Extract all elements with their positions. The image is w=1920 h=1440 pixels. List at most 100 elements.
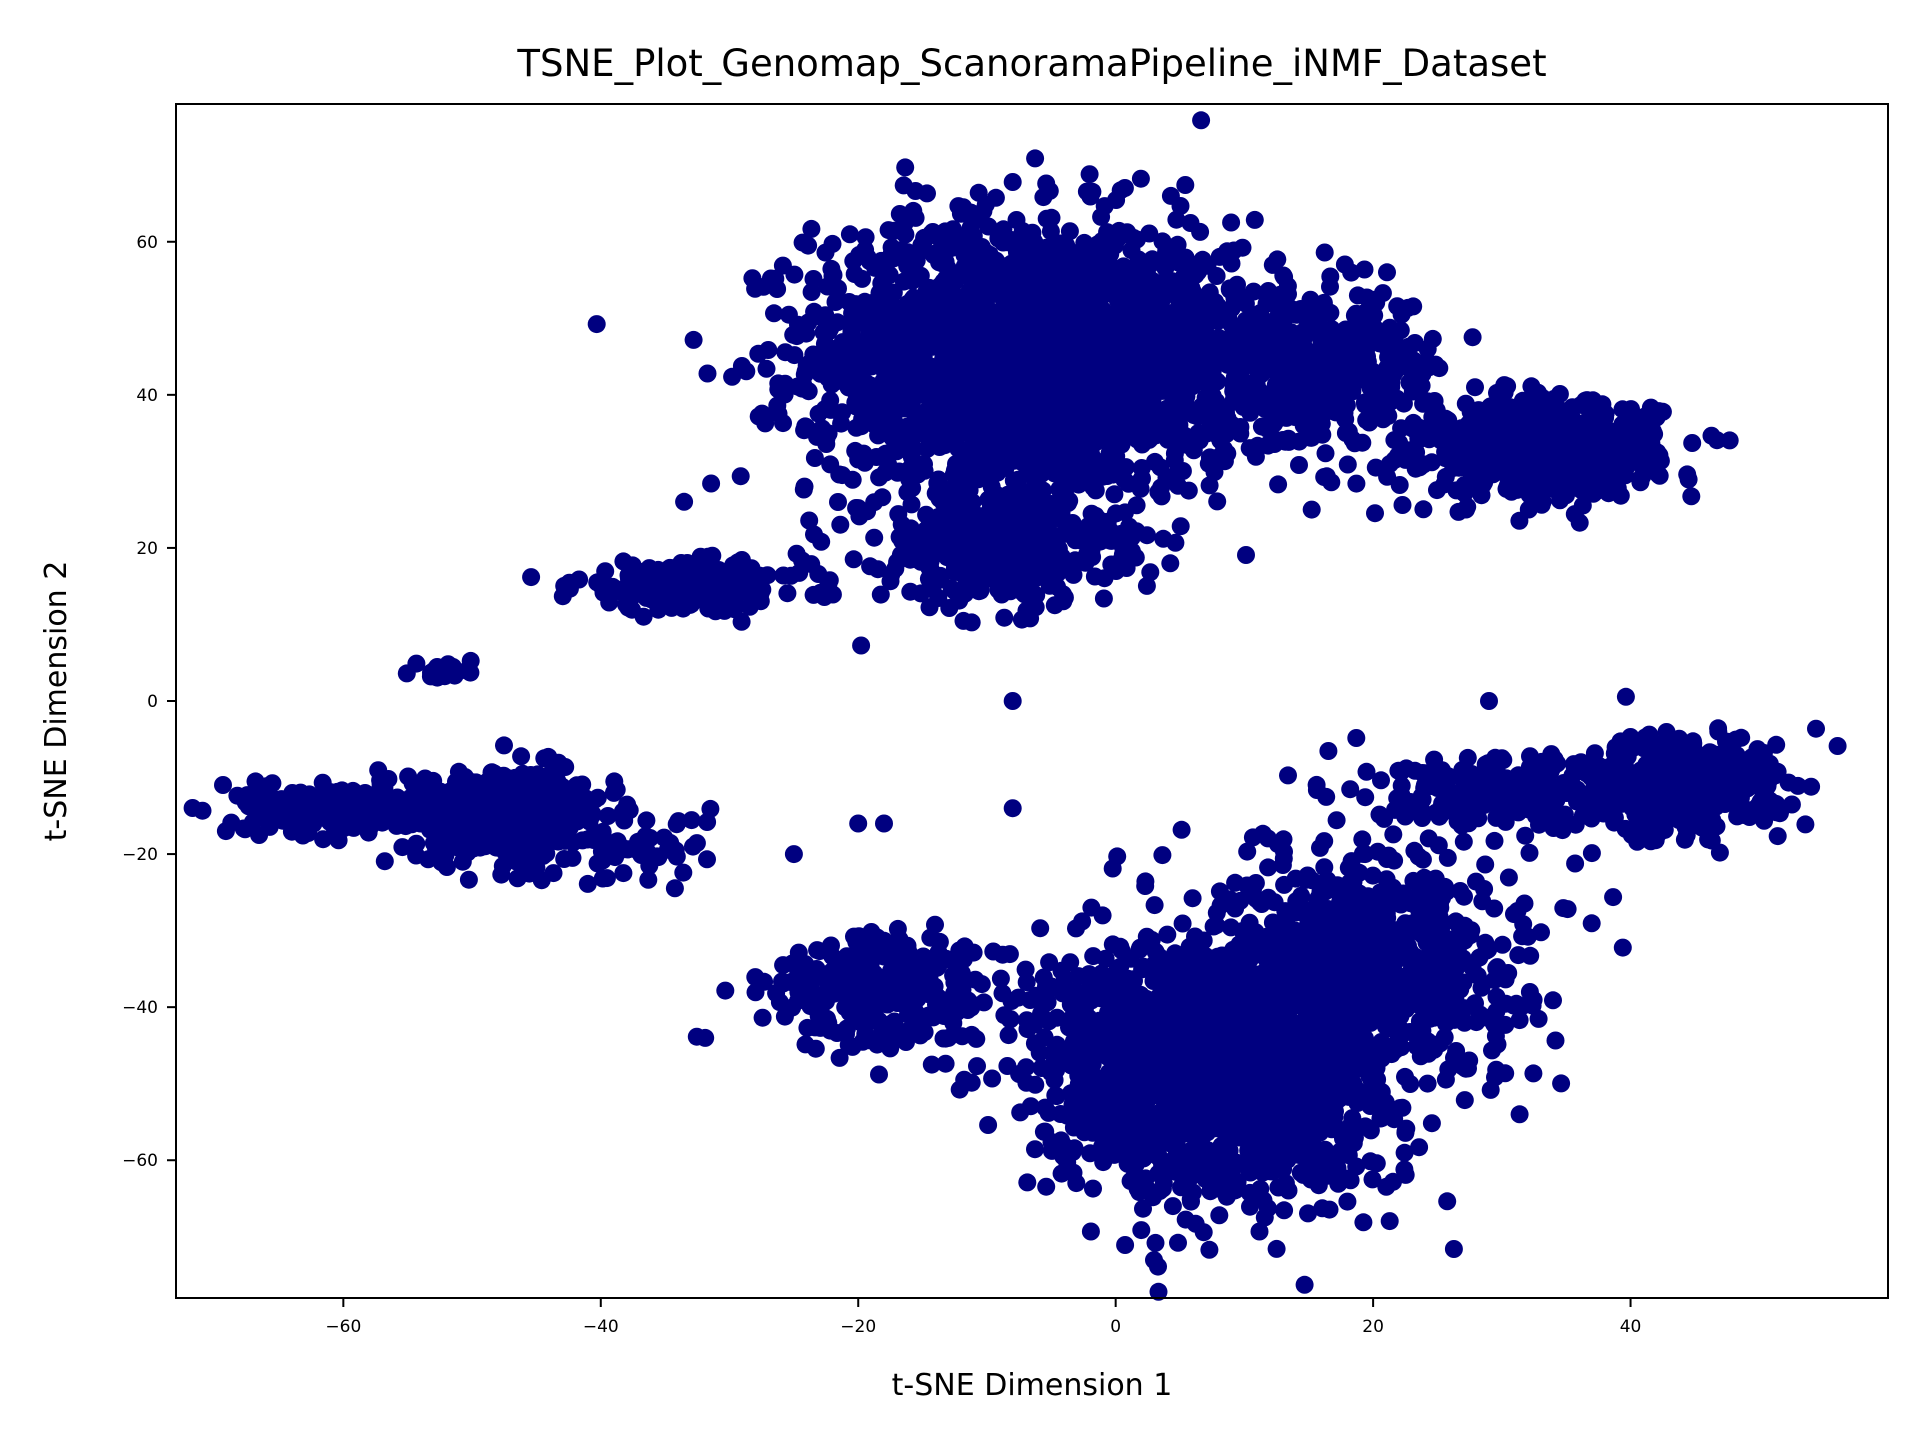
- data-point: [612, 583, 631, 601]
- data-point: [1176, 176, 1195, 194]
- data-point: [1188, 317, 1207, 336]
- data-point: [945, 560, 964, 579]
- data-point: [884, 389, 903, 408]
- data-point: [407, 846, 426, 865]
- data-point: [1030, 458, 1049, 477]
- data-point: [615, 811, 634, 830]
- data-point: [549, 753, 568, 772]
- data-point: [1083, 548, 1102, 566]
- data-point: [1215, 422, 1234, 441]
- data-point: [522, 568, 541, 587]
- data-point: [981, 364, 1000, 383]
- data-point: [1168, 235, 1187, 254]
- data-point: [326, 783, 345, 802]
- data-point: [246, 772, 265, 791]
- data-point: [1498, 377, 1517, 396]
- data-point: [946, 507, 965, 525]
- data-point: [884, 336, 903, 355]
- data-point: [844, 550, 863, 569]
- data-point: [250, 794, 269, 813]
- data-point: [799, 382, 818, 401]
- data-point: [1133, 469, 1151, 488]
- data-point: [634, 607, 653, 626]
- data-point: [1049, 355, 1068, 374]
- data-point: [1315, 243, 1334, 262]
- data-point: [1448, 455, 1467, 474]
- data-point: [1628, 429, 1647, 448]
- data-point: [1279, 432, 1298, 451]
- data-point: [1582, 445, 1601, 464]
- data-point: [1112, 550, 1131, 569]
- data-point: [995, 608, 1014, 627]
- data-point: [846, 383, 865, 402]
- data-point: [1037, 336, 1056, 355]
- data-point: [1037, 174, 1056, 193]
- data-point: [511, 804, 530, 823]
- data-point: [1106, 504, 1125, 523]
- data-point: [666, 569, 685, 588]
- data-point: [751, 566, 770, 585]
- data-point: [549, 800, 568, 819]
- data-point: [1597, 468, 1616, 486]
- data-point: [1338, 455, 1357, 474]
- data-point: [1047, 432, 1066, 451]
- data-point: [799, 236, 818, 255]
- data-point: [532, 808, 551, 827]
- data-point: [637, 585, 656, 604]
- data-point: [960, 281, 979, 300]
- data-point: [326, 809, 345, 828]
- data-point: [614, 864, 633, 883]
- data-point: [460, 826, 479, 845]
- data-point: [263, 774, 282, 793]
- data-point: [922, 224, 941, 243]
- data-point: [703, 546, 722, 565]
- data-point: [1489, 413, 1508, 432]
- data-point: [588, 788, 607, 807]
- data-point: [948, 315, 967, 334]
- data-point: [1316, 403, 1335, 422]
- data-point: [1026, 569, 1045, 588]
- data-point: [812, 532, 831, 551]
- data-point: [1287, 404, 1306, 423]
- data-point: [888, 316, 907, 335]
- data-point: [1373, 284, 1392, 303]
- data-point: [740, 597, 759, 616]
- data-point: [495, 736, 513, 755]
- data-point: [816, 243, 835, 262]
- data-point: [1683, 434, 1702, 452]
- data-point: [1365, 306, 1384, 325]
- data-point: [957, 452, 976, 471]
- data-point: [687, 834, 706, 853]
- data-point: [1465, 404, 1483, 423]
- data-point: [1237, 546, 1255, 564]
- data-point: [1179, 481, 1198, 500]
- data-point: [1012, 551, 1030, 570]
- data-point: [684, 330, 703, 349]
- data-point: [1067, 339, 1086, 358]
- data-point: [929, 589, 948, 607]
- data-point: [831, 405, 850, 423]
- data-point: [1105, 485, 1124, 504]
- data-point: [583, 827, 602, 846]
- data-point: [1353, 433, 1372, 452]
- data-point: [674, 863, 693, 882]
- data-point: [1466, 378, 1484, 397]
- data-point: [1543, 427, 1562, 446]
- data-point: [1498, 476, 1517, 495]
- data-point: [831, 515, 850, 534]
- data-point: [1060, 222, 1079, 241]
- data-point: [1679, 470, 1698, 489]
- data-point: [512, 747, 531, 766]
- data-point: [1398, 447, 1417, 466]
- data-point: [1094, 301, 1112, 320]
- data-point: [802, 283, 821, 301]
- data-point: [1089, 268, 1108, 287]
- data-point: [1048, 577, 1066, 596]
- data-point: [911, 266, 930, 285]
- data-point: [1005, 379, 1024, 397]
- data-point: [1229, 327, 1248, 346]
- data-point: [1162, 427, 1181, 446]
- data-point: [816, 306, 835, 325]
- data-point: [1219, 307, 1238, 326]
